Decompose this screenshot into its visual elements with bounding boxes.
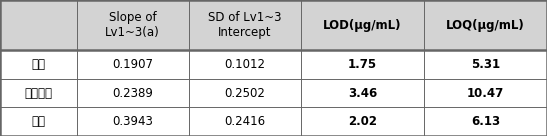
Text: 액상분유: 액상분유 — [24, 87, 53, 100]
Bar — [189, 79, 301, 107]
Text: 0.1012: 0.1012 — [224, 58, 265, 71]
Bar — [301, 107, 424, 136]
Bar — [301, 79, 424, 107]
Text: 3.46: 3.46 — [348, 87, 377, 100]
Text: 1.75: 1.75 — [348, 58, 377, 71]
Bar — [424, 79, 547, 107]
Text: 분유: 분유 — [31, 58, 45, 71]
Text: 10.47: 10.47 — [467, 87, 504, 100]
Text: 5.31: 5.31 — [471, 58, 500, 71]
Text: LOQ(μg/mL): LOQ(μg/mL) — [446, 19, 525, 32]
Bar — [189, 107, 301, 136]
Bar — [424, 0, 547, 50]
Bar — [189, 50, 301, 79]
Text: 2.02: 2.02 — [348, 115, 377, 128]
Text: 0.2416: 0.2416 — [224, 115, 265, 128]
Bar — [77, 50, 189, 79]
Bar — [77, 0, 189, 50]
Text: 0.2502: 0.2502 — [224, 87, 265, 100]
Bar — [0, 107, 77, 136]
Bar — [0, 79, 77, 107]
Bar — [301, 50, 424, 79]
Bar — [77, 79, 189, 107]
Text: 과자: 과자 — [31, 115, 45, 128]
Bar — [301, 0, 424, 50]
Text: LOD(μg/mL): LOD(μg/mL) — [323, 19, 401, 32]
Text: 6.13: 6.13 — [471, 115, 500, 128]
Text: SD of Lv1~3
Intercept: SD of Lv1~3 Intercept — [208, 11, 282, 39]
Text: 0.3943: 0.3943 — [112, 115, 153, 128]
Bar — [0, 0, 77, 50]
Bar — [424, 50, 547, 79]
Bar — [424, 107, 547, 136]
Text: 0.2389: 0.2389 — [112, 87, 153, 100]
Bar — [77, 107, 189, 136]
Text: 0.1907: 0.1907 — [112, 58, 153, 71]
Bar — [189, 0, 301, 50]
Bar — [0, 50, 77, 79]
Text: Slope of
Lv1~3(a): Slope of Lv1~3(a) — [105, 11, 160, 39]
